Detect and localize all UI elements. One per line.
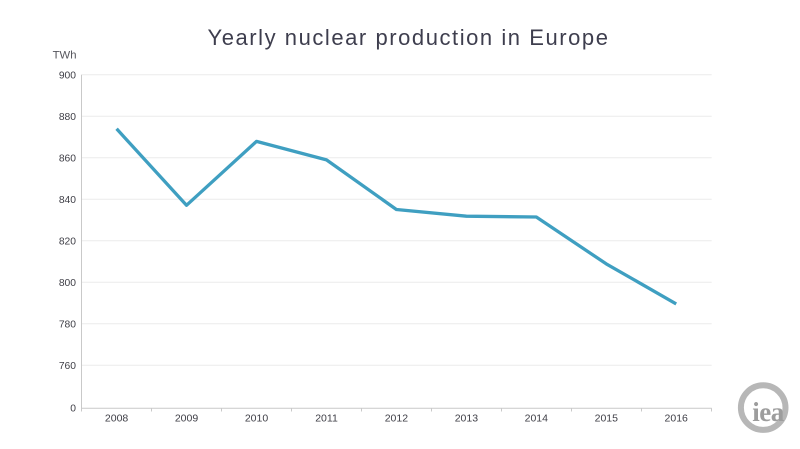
svg-text:2013: 2013 [455,412,479,424]
svg-text:900: 900 [59,70,76,81]
svg-text:Yearly nuclear production in E: Yearly nuclear production in Europe [208,25,610,50]
svg-text:820: 820 [59,236,76,247]
svg-text:800: 800 [59,278,76,289]
svg-text:iea: iea [752,397,784,427]
svg-text:860: 860 [59,153,76,164]
svg-text:2010: 2010 [245,412,269,424]
svg-text:880: 880 [59,112,76,123]
svg-text:2016: 2016 [665,412,689,424]
svg-text:2008: 2008 [105,412,129,424]
svg-text:2009: 2009 [175,412,199,424]
svg-text:2012: 2012 [385,412,409,424]
svg-text:2011: 2011 [315,412,338,424]
svg-text:0: 0 [70,404,76,415]
svg-text:2015: 2015 [595,412,619,424]
svg-text:2014: 2014 [525,412,549,424]
svg-text:840: 840 [59,195,76,206]
svg-text:TWh: TWh [53,49,77,61]
svg-text:760: 760 [59,361,76,372]
svg-text:780: 780 [59,319,76,330]
